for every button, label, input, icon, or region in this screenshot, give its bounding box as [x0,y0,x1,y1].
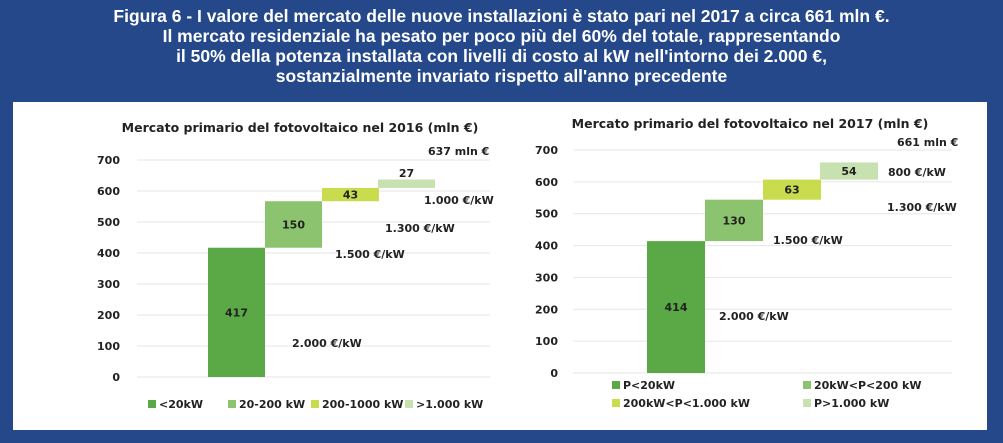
y-tick-label: 0 [550,367,558,380]
y-tick-label: 100 [97,340,120,353]
data-label: 414 [665,301,688,314]
legend-swatch [803,399,811,407]
bar-2 [705,199,763,242]
legend-label: P<20kW [623,379,675,392]
y-tick-label: 0 [112,371,120,384]
total-label: 637 mln € [428,145,489,158]
legend-label: >1.000 kW [416,398,483,411]
title-line: Figura 6 - I valore del mercato delle nu… [113,6,890,26]
data-label: 63 [784,184,799,197]
data-label: 43 [343,189,358,202]
legend-swatch [148,400,156,408]
legend-label: 20kW<P<200 kW [814,379,922,392]
y-tick-label: 700 [97,154,120,167]
legend-swatch [612,381,620,389]
cost-label: 800 €/kW [888,166,946,179]
y-tick-label: 500 [535,208,558,221]
y-tick-label: 700 [535,144,558,157]
legend-swatch [228,400,236,408]
y-tick-label: 200 [535,303,558,316]
legend-swatch [612,399,620,407]
figure-title: Figura 6 - I valore del mercato delle nu… [0,6,1003,86]
legend-swatch [405,400,413,408]
bar-4 [820,162,878,180]
y-tick-label: 300 [97,278,120,291]
data-label: 27 [399,167,414,180]
chart-title: Mercato primario del fotovoltaico nel 20… [572,116,929,131]
title-line: sostanzialmente invariato rispetto all'a… [275,66,728,86]
bar-3 [763,179,821,200]
data-label: 150 [282,218,305,231]
legend-label: 20-200 kW [239,398,305,411]
cost-label: 2.000 €/kW [292,337,362,350]
legend-swatch [803,381,811,389]
y-tick-label: 100 [535,335,558,348]
y-tick-label: 400 [97,247,120,260]
title-line: Il mercato residenziale ha pesato per po… [162,26,841,46]
total-label: 661 mln € [897,136,958,149]
y-tick-label: 300 [535,271,558,284]
legend-label: P>1.000 kW [814,397,889,410]
bar-4 [378,179,435,188]
legend-label: <20kW [159,398,203,411]
y-tick-label: 500 [97,216,120,229]
cost-label: 1.500 €/kW [335,248,405,261]
bar-1 [208,247,265,377]
y-tick-label: 400 [535,240,558,253]
y-tick-label: 600 [97,185,120,198]
cost-label: 1.300 €/kW [385,222,455,235]
chart-title: Mercato primario del fotovoltaico nel 20… [122,120,479,135]
legend-label: 200kW<P<1.000 kW [623,397,750,410]
y-tick-label: 200 [97,309,120,322]
legend-label: 200-1000 kW [322,398,403,411]
title-line: il 50% della potenza installata con live… [176,46,827,66]
data-label: 417 [225,306,248,319]
chart-panel [13,102,987,430]
cost-label: 1.300 €/kW [887,201,957,214]
legend-swatch [311,400,319,408]
data-label: 130 [723,214,746,227]
cost-label: 1.000 €/kW [424,194,494,207]
data-label: 54 [841,165,857,178]
cost-label: 1.500 €/kW [773,234,843,247]
bar-3 [322,187,379,202]
bar-1 [647,241,705,373]
y-tick-label: 600 [535,176,558,189]
bar-2 [265,201,322,248]
cost-label: 2.000 €/kW [719,310,789,323]
